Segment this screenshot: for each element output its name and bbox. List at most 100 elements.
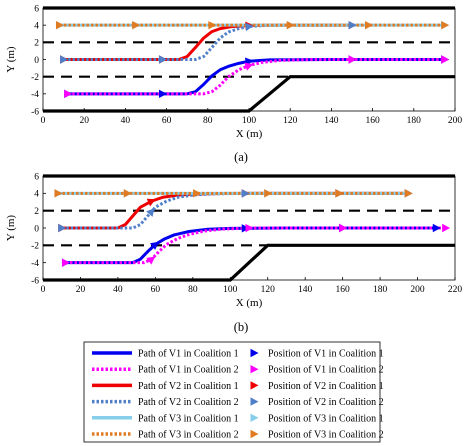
position-marker — [339, 223, 348, 233]
position-marker — [146, 198, 156, 207]
legend-label: Path of V2 in Coalition 2 — [138, 397, 239, 408]
y-tick-label: -2 — [31, 242, 39, 252]
legend-marker-swatch — [250, 365, 259, 374]
position-marker — [208, 20, 217, 30]
y-tick-label: 0 — [34, 224, 39, 234]
position-marker — [55, 20, 64, 30]
x-tick-label: 220 — [448, 285, 463, 295]
position-marker — [264, 189, 273, 198]
x-axis-label: X (m) — [236, 297, 263, 309]
x-tick-label: 100 — [242, 116, 257, 126]
caption-b: (b) — [234, 320, 249, 334]
legend-label: Path of V3 in Coalition 2 — [138, 430, 239, 441]
x-tick-label: 200 — [448, 116, 463, 126]
position-marker — [348, 20, 357, 30]
x-tick-label: 120 — [283, 116, 298, 126]
caption-a: (a) — [234, 150, 248, 164]
position-marker — [441, 20, 450, 30]
legend-box — [83, 341, 381, 443]
position-marker — [245, 223, 254, 233]
x-tick-label: 40 — [121, 116, 131, 126]
x-tick-label: 80 — [188, 285, 198, 295]
legend-label: Path of V3 in Coalition 1 — [138, 413, 239, 424]
x-tick-label: 140 — [324, 116, 339, 126]
x-tick-label: 60 — [151, 285, 161, 295]
y-tick-label: 4 — [34, 21, 39, 31]
position-marker — [132, 20, 141, 30]
position-marker — [404, 189, 413, 198]
position-marker — [364, 20, 373, 30]
position-marker — [123, 189, 132, 198]
road-boundary-line — [43, 243, 455, 282]
position-marker — [244, 62, 254, 71]
position-marker — [241, 189, 250, 198]
x-tick-label: 140 — [298, 285, 313, 295]
position-marker — [432, 223, 441, 233]
position-marker — [64, 89, 73, 99]
x-tick-label: 80 — [203, 116, 213, 126]
x-tick-label: 60 — [162, 116, 172, 126]
series-line-2 — [67, 58, 445, 96]
position-marker — [335, 189, 344, 198]
legend-marker-swatch — [250, 429, 259, 439]
x-tick-label: 160 — [336, 285, 351, 295]
y-tick-label: 2 — [34, 207, 39, 217]
legend: Path of V1 in Coalition 1 Path of V1 in C… — [83, 341, 384, 443]
position-marker — [146, 256, 156, 265]
y-axis-label: Y (m) — [5, 46, 17, 73]
y-tick-label: 6 — [34, 4, 39, 14]
position-marker — [60, 55, 69, 64]
position-marker — [61, 258, 70, 267]
y-tick-label: -4 — [31, 259, 39, 269]
y-tick-label: -4 — [31, 90, 39, 100]
legend-label: Path of V1 in Coalition 2 — [138, 365, 239, 376]
x-tick-label: 180 — [373, 285, 388, 295]
legend-marker-swatch — [250, 397, 259, 406]
position-marker — [244, 22, 254, 32]
legend-label: Position of V1 in Coalition 1 — [268, 349, 384, 360]
x-tick-label: 120 — [261, 285, 276, 295]
x-tick-label: 160 — [365, 116, 380, 126]
position-marker — [158, 89, 167, 99]
x-tick-label: 20 — [76, 285, 86, 295]
x-axis-label: X (m) — [236, 128, 263, 140]
legend-marker-swatch — [250, 413, 259, 422]
chart-panel-b: 0 20 40 60 80 100 120 140 160 180 200 220 -6 -4 -2 0 2 4 6… — [5, 172, 462, 309]
y-tick-label: -6 — [31, 276, 39, 286]
series-line-4 — [61, 191, 409, 230]
position-marker — [441, 55, 450, 64]
position-marker — [150, 241, 159, 250]
x-tick-label: 0 — [41, 285, 46, 295]
y-tick-label: -2 — [31, 73, 39, 83]
legend-label: Position of V1 in Coalition 2 — [268, 365, 384, 376]
x-tick-label: 40 — [113, 285, 123, 295]
x-tick-label: 0 — [41, 116, 46, 126]
position-marker — [348, 55, 357, 64]
position-marker — [442, 223, 451, 233]
legend-marker-swatch — [250, 348, 259, 358]
legend-label: Position of V3 in Coalition 1 — [268, 413, 384, 424]
position-marker — [54, 189, 63, 198]
road-boundary-line — [43, 75, 455, 113]
legend-label: Path of V1 in Coalition 1 — [138, 349, 239, 360]
series-line-1 — [65, 226, 437, 265]
y-tick-label: 2 — [34, 39, 39, 49]
y-tick-label: 4 — [34, 190, 39, 200]
legend-label: Position of V2 in Coalition 1 — [268, 381, 384, 392]
x-tick-label: 180 — [407, 116, 422, 126]
legend-marker-swatch — [250, 381, 259, 390]
position-marker — [158, 55, 167, 64]
legend-label: Position of V3 in Coalition 2 — [268, 430, 384, 441]
legend-label: Path of V2 in Coalition 1 — [138, 381, 239, 392]
position-marker — [58, 223, 67, 233]
y-tick-label: -6 — [31, 107, 39, 117]
position-marker — [286, 20, 295, 30]
x-tick-label: 20 — [79, 116, 89, 126]
position-marker — [146, 208, 155, 217]
y-tick-label: 6 — [34, 172, 39, 182]
legend-label: Position of V2 in Coalition 2 — [268, 397, 384, 408]
y-axis-label: Y (m) — [5, 215, 17, 242]
position-marker — [193, 189, 202, 198]
chart-panel-a: 0 20 40 60 80 100 120 140 160 180 200 -6 -4 -2 0 2 4 6 X (… — [5, 4, 462, 140]
